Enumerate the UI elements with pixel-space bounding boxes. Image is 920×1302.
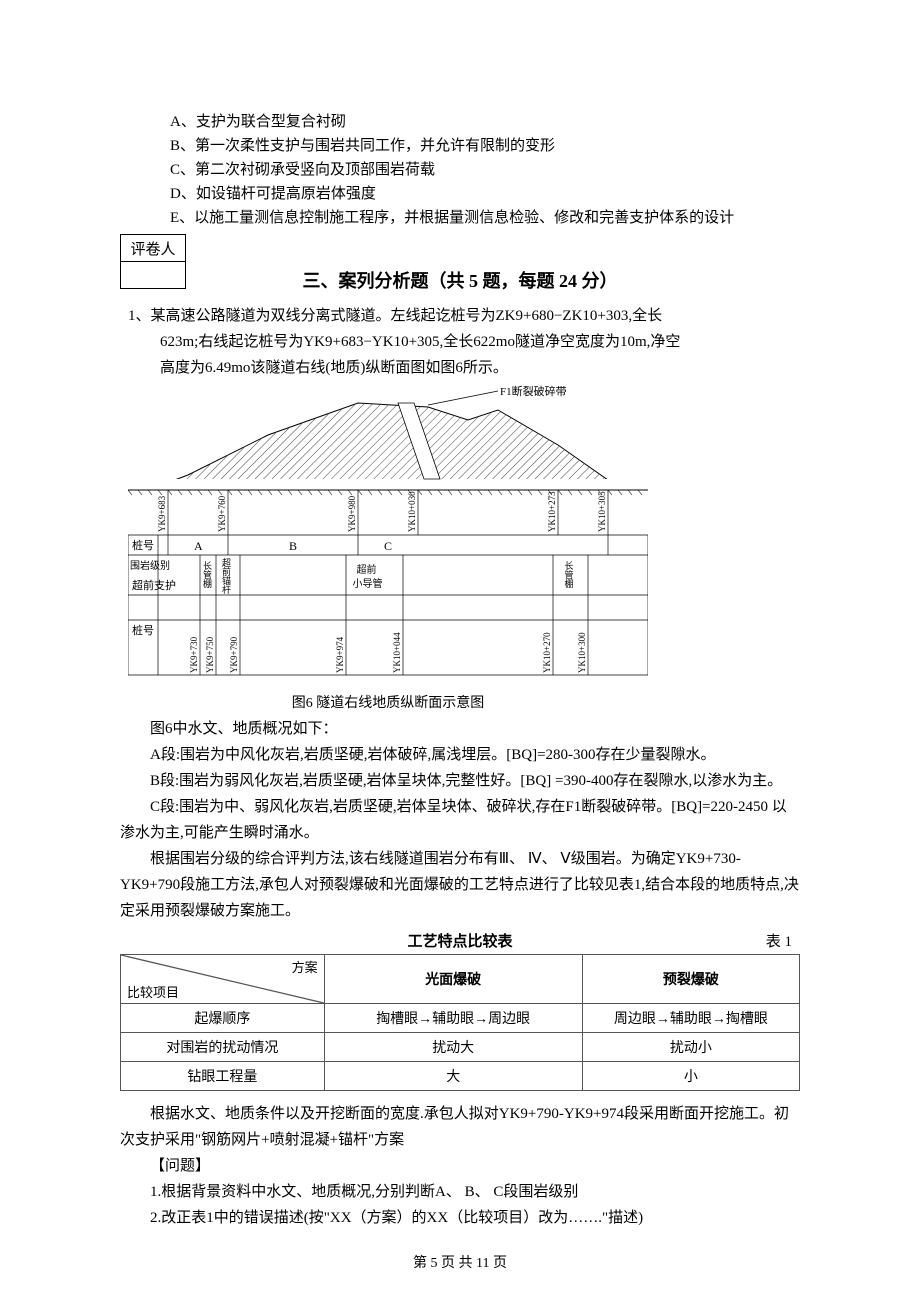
para-grade: 根据围岩分级的综合评判方法,该右线隧道围岩分布有Ⅲ、 Ⅳ、 Ⅴ级围岩。为确定YK…	[120, 846, 800, 924]
cell: 周边眼→辅助眼→掏槽眼	[582, 1004, 799, 1033]
cell: 扰动大	[324, 1033, 582, 1062]
section-title: 三、案列分析题（共 5 题，每题 24 分）	[120, 267, 800, 293]
svg-text:YK10+273: YK10+273	[547, 491, 557, 532]
segment-a: A段:围岩为中风化灰岩,岩质坚硬,岩体破碎,属浅埋层。[BQ]=280-300存…	[120, 742, 800, 768]
page-footer: 第 5 页 共 11 页	[0, 1252, 920, 1272]
svg-text:B: B	[289, 539, 297, 553]
svg-text:超前锚杆: 超前锚杆	[221, 557, 231, 595]
svg-text:YK9+683: YK9+683	[157, 495, 167, 532]
svg-text:桩号: 桩号	[132, 538, 154, 552]
segment-c: C段:围岩为中、弱风化灰岩,岩质坚硬,岩体呈块体、破碎状,存在F1断裂破碎带。[…	[120, 794, 800, 846]
footer-prefix: 第	[413, 1256, 431, 1271]
comparison-table: 比较项目 方案 光面爆破 预裂爆破 起爆顺序 掏槽眼→辅助眼→周边眼 周边眼→辅…	[120, 954, 800, 1091]
option-d: D、如设锚杆可提高原岩体强度	[170, 182, 800, 206]
svg-text:YK9+980: YK9+980	[347, 495, 357, 532]
svg-text:桩号: 桩号	[132, 623, 154, 637]
cell: 小	[582, 1062, 799, 1091]
svg-text:YK9+974: YK9+974	[335, 636, 345, 673]
svg-text:YK10+030: YK10+030	[407, 491, 417, 532]
svg-text:YK10+044: YK10+044	[392, 632, 402, 673]
svg-text:YK9+790: YK9+790	[229, 636, 239, 673]
cell: 扰动小	[582, 1033, 799, 1062]
svg-text:YK9+730: YK9+730	[189, 636, 199, 673]
svg-text:C: C	[384, 539, 392, 553]
table-row: 比较项目 方案 光面爆破 预裂爆破	[121, 955, 800, 1004]
segment-b: B段:围岩为弱风化灰岩,岩质坚硬,岩体呈块体,完整性好。[BQ] =390-40…	[120, 768, 800, 794]
figure-caption: 图6 隧道右线地质纵断面示意图	[128, 692, 648, 712]
svg-text:长管棚: 长管棚	[564, 560, 574, 589]
cell: 大	[324, 1062, 582, 1091]
svg-text:长管棚: 长管棚	[202, 560, 212, 589]
option-b: B、第一次柔性支护与围岩共同工作，并允许有限制的变形	[170, 134, 800, 158]
table-number: 表 1	[766, 930, 792, 951]
svg-text:YK10+270: YK10+270	[542, 632, 552, 673]
option-c: C、第二次衬砌承受竖向及顶部围岩荷载	[170, 158, 800, 182]
grader-label: 评卷人	[121, 235, 186, 262]
figure-6: F1断裂破碎带桩号围岩级别超前支护桩号YK9+683YK9+760YK9+980…	[128, 385, 800, 712]
diag-left-label: 比较项目	[127, 982, 179, 1001]
option-e: E、以施工量测信息控制施工程序，并根据量测信息检验、修改和完善支护体系的设计	[170, 206, 800, 230]
document-page: A、支护为联合型复合衬砌 B、第一次柔性支护与围岩共同工作，并允许有限制的变形 …	[0, 0, 920, 1302]
table-row: 钻眼工程量 大 小	[121, 1062, 800, 1091]
tunnel-cross-section-svg: F1断裂破碎带桩号围岩级别超前支护桩号YK9+683YK9+760YK9+980…	[128, 385, 648, 685]
footer-suffix: 页	[489, 1256, 507, 1271]
para-after-table: 根据水文、地质条件以及开挖断面的宽度.承包人拟对YK9+790-YK9+974段…	[120, 1101, 800, 1153]
svg-text:YK10+305: YK10+305	[597, 491, 607, 532]
svg-text:A: A	[194, 539, 203, 553]
row-label: 起爆顺序	[121, 1004, 325, 1033]
svg-text:围岩级别: 围岩级别	[130, 559, 170, 572]
svg-text:F1断裂破碎带: F1断裂破碎带	[500, 385, 567, 398]
cell: 掏槽眼→辅助眼→周边眼	[324, 1004, 582, 1033]
question-1: 1.根据背景资料中水文、地质概况,分别判断A、 B、 C段围岩级别	[120, 1179, 800, 1205]
row-label: 对围岩的扰动情况	[121, 1033, 325, 1062]
option-a: A、支护为联合型复合衬砌	[170, 110, 800, 134]
table-title: 工艺特点比较表	[120, 930, 800, 951]
q1-line3: 高度为6.49mo该隧道右线(地质)纵断面图如图6所示。	[160, 355, 800, 381]
question-2: 2.改正表1中的错误描述(按"XX（方案）的XX（比较项目）改为……."描述)	[120, 1205, 800, 1231]
footer-current: 5	[431, 1256, 438, 1271]
after-fig-intro: 图6中水文、地质概况如下：	[120, 716, 800, 742]
table-row: 起爆顺序 掏槽眼→辅助眼→周边眼 周边眼→辅助眼→掏槽眼	[121, 1004, 800, 1033]
footer-total: 11	[476, 1256, 489, 1271]
svg-text:YK10+300: YK10+300	[577, 632, 587, 673]
table-col-2: 预裂爆破	[582, 955, 799, 1004]
footer-mid: 页 共	[438, 1256, 477, 1271]
svg-text:超前: 超前	[357, 563, 377, 576]
diag-right-label: 方案	[292, 957, 318, 976]
table-title-row: 工艺特点比较表 表 1	[120, 930, 800, 952]
svg-text:YK9+760: YK9+760	[217, 495, 227, 532]
svg-text:超前支护: 超前支护	[132, 578, 176, 592]
row-label: 钻眼工程量	[121, 1062, 325, 1091]
table-row: 对围岩的扰动情况 扰动大 扰动小	[121, 1033, 800, 1062]
q1-line2: 623m;右线起讫桩号为YK9+683−YK10+305,全长622mo隧道净空…	[160, 329, 800, 355]
table-diag-cell: 比较项目 方案	[121, 955, 325, 1004]
svg-text:小导管: 小导管	[353, 577, 383, 590]
question-label: 【问题】	[120, 1153, 800, 1179]
table-col-1: 光面爆破	[324, 955, 582, 1004]
q1-line1: 1、某高速公路隧道为双线分离式隧道。左线起讫桩号为ZK9+680−ZK10+30…	[128, 303, 800, 329]
svg-text:YK9+750: YK9+750	[205, 636, 215, 673]
